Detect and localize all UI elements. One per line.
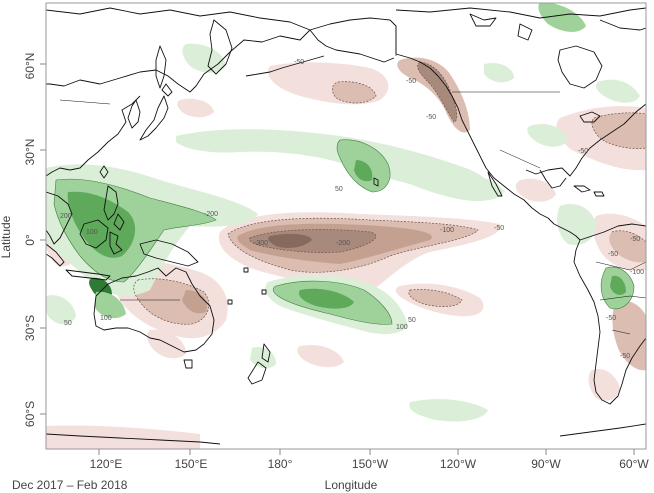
y-tick-label: 0° <box>23 234 37 246</box>
contour-label: -200 <box>204 211 218 218</box>
x-tick-label: 120°W <box>439 457 477 471</box>
contour-label: -50 <box>620 353 630 360</box>
contour-label: -50 <box>608 251 618 258</box>
contour-label: 200 <box>60 213 72 220</box>
contour-label: 100 <box>396 324 408 331</box>
x-tick-label: 60°W <box>619 457 649 471</box>
x-tick-label: 180° <box>267 457 293 471</box>
y-tick-label: 60°N <box>23 52 37 80</box>
period-label: Dec 2017 – Feb 2018 <box>12 478 128 492</box>
y-tick-label: 60°S <box>23 400 37 428</box>
contour-label: -200 <box>336 240 350 247</box>
contour-labels: -50 -50 -50 -50 50 -200 -300 -200 -100 -… <box>60 59 644 360</box>
y-tick-label: 30°S <box>23 314 37 342</box>
negative-anomaly-regions <box>46 57 646 449</box>
positive-contour-lines <box>53 139 635 325</box>
map-frame <box>45 2 647 450</box>
contour-label: -100 <box>630 269 644 276</box>
coastlines <box>46 7 646 445</box>
contour-label: -50 <box>426 114 436 121</box>
y-tick-label: 30°N <box>23 138 37 166</box>
contour-label: 100 <box>86 229 98 236</box>
x-tick-label: 120°E <box>89 457 123 471</box>
contour-label: -50 <box>406 78 416 85</box>
x-tick-label: 150°W <box>351 457 389 471</box>
contour-label: 50 <box>64 320 72 327</box>
contour-label: -50 <box>294 59 304 66</box>
contour-label: -300 <box>254 240 268 247</box>
x-tick-label: 150°E <box>174 457 208 471</box>
contour-label: 100 <box>100 315 112 322</box>
contour-label: -50 <box>578 148 588 155</box>
contour-label: -100 <box>440 227 454 234</box>
x-tick-label: 90°W <box>531 457 561 471</box>
contour-label: 50 <box>408 317 416 324</box>
negative-contour-lines <box>133 61 646 325</box>
contour-label: 50 <box>335 186 343 193</box>
contour-label: -50 <box>606 315 616 322</box>
positive-anomaly-regions <box>46 3 640 422</box>
contour-label: -50 <box>630 236 640 243</box>
contour-label: -50 <box>494 225 504 232</box>
x-axis-title: Longitude <box>324 478 378 492</box>
y-axis-title: Latitude <box>0 215 13 259</box>
tick-marks <box>40 63 635 455</box>
